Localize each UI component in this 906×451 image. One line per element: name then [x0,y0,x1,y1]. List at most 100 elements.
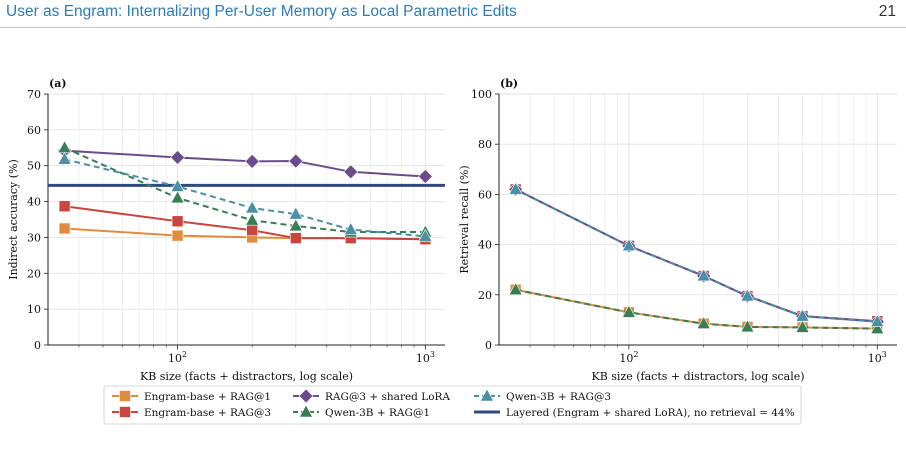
y-tick-label: 40 [27,196,41,209]
legend-entry: Qwen-3B + RAG@3 [474,388,611,403]
y-tick-label: 30 [27,231,41,244]
series-line [515,188,878,323]
x-tick-label: 103 [868,350,887,365]
legend-entry: Engram-base + RAG@3 [112,406,271,419]
y-tick-label: 60 [478,188,492,201]
series-engram-base-rag-1 [509,283,884,335]
header-rule [0,27,906,28]
x-axis-title: KB size (facts + distractors, log scale) [140,370,353,383]
panel-label: (b) [500,77,518,90]
data-point [290,232,302,244]
legend-entry: RAG@3 + shared LoRA [293,388,450,404]
running-header: User as Engram: Internalizing Per-User M… [0,0,906,28]
series-engram-base-rag-1 [58,222,432,246]
legend-label: RAG@3 + shared LoRA [325,391,450,403]
data-point [288,218,303,232]
data-point [508,181,523,195]
chart-panel-b: 0 20 40 60 80 100 102 103 KB size (facts + distr… [458,77,897,383]
data-point [418,228,433,242]
y-tick-label: 10 [27,303,41,316]
legend-label: Qwen-3B + RAG@3 [506,391,611,403]
legend-swatch-marker [298,404,314,418]
data-point [171,229,184,242]
data-point [870,314,885,327]
y-tick-label: 70 [27,88,41,101]
series-line [64,205,426,241]
data-point [508,282,523,296]
page-number: 21 [878,3,896,20]
legend-entry: Engram-base + RAG@1 [112,390,271,403]
data-point [288,153,304,169]
legend-entry: Qwen-3B + RAG@1 [293,404,430,419]
data-point [58,200,71,213]
series-rag-3-shared-lora [508,181,885,330]
legend-label: Qwen-3B + RAG@1 [325,407,430,419]
x-axis-title: KB size (facts + distractors, log scale) [591,370,804,383]
data-point [57,140,72,154]
y-tick-label: 40 [478,239,492,252]
series-qwen-3b-rag-1 [508,282,885,334]
data-point [245,212,260,226]
x-tick-label: 102 [168,350,187,365]
data-point [170,150,185,165]
legend-label: Engram-base + RAG@3 [144,407,271,419]
series-line [515,188,878,323]
data-point [343,164,359,180]
legend-label: Layered (Engram + shared LoRA), no retri… [506,407,795,419]
panel-label: (a) [49,77,67,90]
data-point [621,304,636,318]
data-point [696,316,711,329]
series-rag-3-shared-lora [57,143,433,184]
data-point [795,308,810,322]
data-point [343,221,358,235]
y-tick-label: 20 [27,267,41,280]
data-point [795,319,810,333]
y-axis-title: Indirect accuracy (%) [7,159,20,280]
data-point [170,178,185,192]
data-point [57,151,72,165]
data-point [58,222,71,235]
data-point [171,215,184,228]
x-tick-label: 103 [416,350,435,365]
series-line [64,146,426,234]
legend-swatch-marker [298,388,314,404]
data-point [696,268,711,282]
legend-swatch-marker [119,406,131,418]
chart-panel-a: 0 10 20 30 40 50 60 70 102 103 KB size (facts + di… [7,77,445,383]
legend: Engram-base + RAG@1 RAG@3 + shared LoRA Qw… [103,385,802,425]
y-tick-label: 80 [478,138,492,151]
y-tick-label: 0 [485,339,492,352]
legend-swatch-marker [479,388,495,402]
y-tick-label: 0 [34,339,41,352]
data-point [246,224,258,237]
y-tick-label: 100 [471,88,492,101]
clipped-body-text [0,438,906,451]
data-point [740,288,755,302]
data-point [621,238,636,252]
x-tick-label: 102 [619,350,638,365]
data-point [417,169,433,184]
legend-frame [103,385,802,425]
series-line [515,288,878,330]
legend-entry: Layered (Engram + shared LoRA), no retri… [474,407,795,419]
y-tick-label: 50 [27,160,41,173]
running-title: User as Engram: Internalizing Per-User M… [6,3,517,20]
series-engram-base-rag-3 [509,183,884,327]
legend-label: Engram-base + RAG@1 [144,391,271,403]
series-line [64,158,426,238]
series-qwen-3b-rag-3 [57,151,433,242]
legend-swatch-marker [119,390,131,402]
y-axis-title: Retrieval recall (%) [458,165,471,273]
y-tick-label: 60 [27,124,41,137]
data-point [288,206,303,220]
data-point [740,319,755,333]
y-tick-label: 20 [478,289,492,302]
series-line [64,149,426,178]
data-point [244,153,260,169]
data-point [870,321,885,334]
series-qwen-3b-rag-3 [508,181,885,327]
data-point [245,200,260,214]
series-qwen-3b-rag-1 [57,140,433,238]
data-point [170,190,185,204]
